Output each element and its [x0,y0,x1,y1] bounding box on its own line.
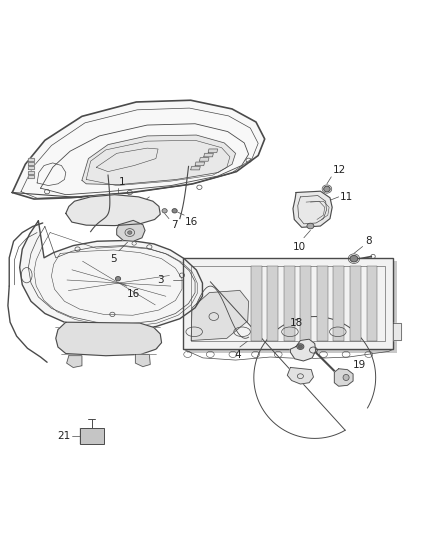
Text: 5: 5 [110,254,117,264]
Polygon shape [293,191,332,228]
Ellipse shape [307,223,314,229]
FancyBboxPatch shape [317,265,328,341]
Text: 12: 12 [333,165,346,175]
Ellipse shape [324,186,330,192]
Polygon shape [117,220,145,241]
Polygon shape [20,221,202,329]
Polygon shape [67,356,82,367]
Polygon shape [287,367,314,384]
Ellipse shape [350,255,358,262]
Polygon shape [28,162,34,165]
Polygon shape [28,166,34,169]
Ellipse shape [298,345,303,349]
FancyBboxPatch shape [80,429,104,444]
Polygon shape [199,158,209,161]
Text: 3: 3 [157,276,163,286]
Text: 19: 19 [353,360,366,370]
Ellipse shape [297,344,304,350]
FancyBboxPatch shape [187,261,396,353]
Polygon shape [56,322,162,356]
Polygon shape [393,323,401,341]
Polygon shape [28,158,34,161]
Polygon shape [28,175,34,178]
Text: 4: 4 [234,350,240,360]
Polygon shape [290,339,316,361]
Text: 21: 21 [57,431,70,441]
Text: 16: 16 [185,217,198,227]
FancyBboxPatch shape [367,265,378,341]
Polygon shape [28,171,34,174]
Polygon shape [195,162,205,166]
Text: 18: 18 [290,318,303,328]
Polygon shape [66,195,160,225]
Polygon shape [12,100,265,199]
Polygon shape [208,149,218,152]
Ellipse shape [116,277,120,281]
FancyBboxPatch shape [184,258,393,349]
Ellipse shape [127,231,132,235]
Polygon shape [204,154,213,157]
Polygon shape [135,354,150,367]
FancyBboxPatch shape [267,265,278,341]
FancyBboxPatch shape [333,265,344,341]
FancyBboxPatch shape [251,265,261,341]
Ellipse shape [172,208,177,213]
Text: 8: 8 [365,236,371,246]
Ellipse shape [343,375,349,381]
Polygon shape [82,135,236,184]
Text: 10: 10 [293,242,306,252]
Polygon shape [191,290,249,341]
Text: 1: 1 [119,177,126,187]
Polygon shape [334,369,353,386]
Text: 16: 16 [127,289,140,299]
FancyBboxPatch shape [300,265,311,341]
Polygon shape [191,166,200,170]
Text: 11: 11 [339,192,353,202]
Ellipse shape [162,208,167,213]
Text: 7: 7 [171,220,178,230]
FancyBboxPatch shape [350,265,361,341]
FancyBboxPatch shape [284,265,295,341]
